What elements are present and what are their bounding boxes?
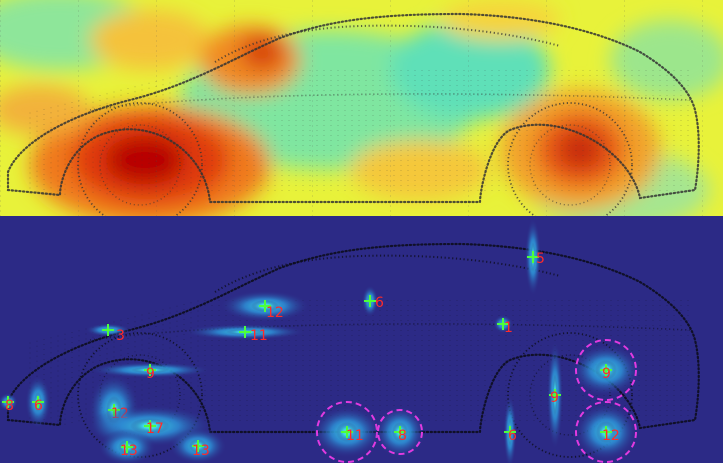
noise-source: 8	[374, 406, 426, 458]
sources-layer: 561211139986121713131186912	[0, 218, 642, 463]
source-label: 12	[602, 428, 620, 444]
noise-source: 5	[525, 218, 545, 296]
noise-source: 9	[547, 340, 563, 450]
source-label: 8	[5, 398, 14, 414]
source-label: 12	[266, 305, 284, 321]
source-label: 6	[34, 398, 43, 414]
noise-source: 12	[574, 401, 638, 463]
source-ring	[575, 401, 637, 463]
source-label: 1	[504, 320, 513, 336]
noise-source: 6	[503, 395, 517, 463]
noise-source: 3	[85, 323, 131, 344]
source-label: 9	[602, 366, 611, 382]
noise-source: 8	[0, 392, 18, 414]
source-label: 17	[146, 421, 164, 437]
noise-source: 9	[89, 362, 211, 382]
source-label: 13	[120, 443, 138, 459]
acoustic-heatmap-panel	[0, 0, 723, 228]
noise-source: 12	[220, 290, 310, 322]
noise-source: 9	[570, 339, 642, 401]
source-label: 8	[398, 428, 407, 444]
source-label: 13	[192, 443, 210, 459]
source-label: 9	[146, 366, 155, 382]
source-label: 11	[346, 428, 364, 444]
noise-source: 11	[311, 401, 383, 463]
source-label: 6	[375, 295, 384, 311]
source-label: 9	[550, 390, 559, 406]
source-label: 6	[508, 428, 517, 444]
source-label: 5	[536, 251, 545, 267]
noise-source: 13	[98, 428, 156, 463]
noise-source: 6	[362, 285, 384, 317]
car-wireframe-bottom	[6, 242, 700, 458]
car-wireframe-top	[6, 12, 700, 228]
noise-source: 13	[169, 427, 227, 463]
source-label: 3	[116, 328, 125, 344]
source-ring	[575, 339, 637, 401]
noise-source: 6	[25, 376, 51, 428]
source-label: 11	[250, 328, 268, 344]
noise-source: 11	[184, 324, 306, 344]
noise-source: 1	[493, 314, 513, 336]
source-map-panel: 561211139986121713131186912	[0, 216, 723, 463]
source-ring	[377, 409, 423, 455]
